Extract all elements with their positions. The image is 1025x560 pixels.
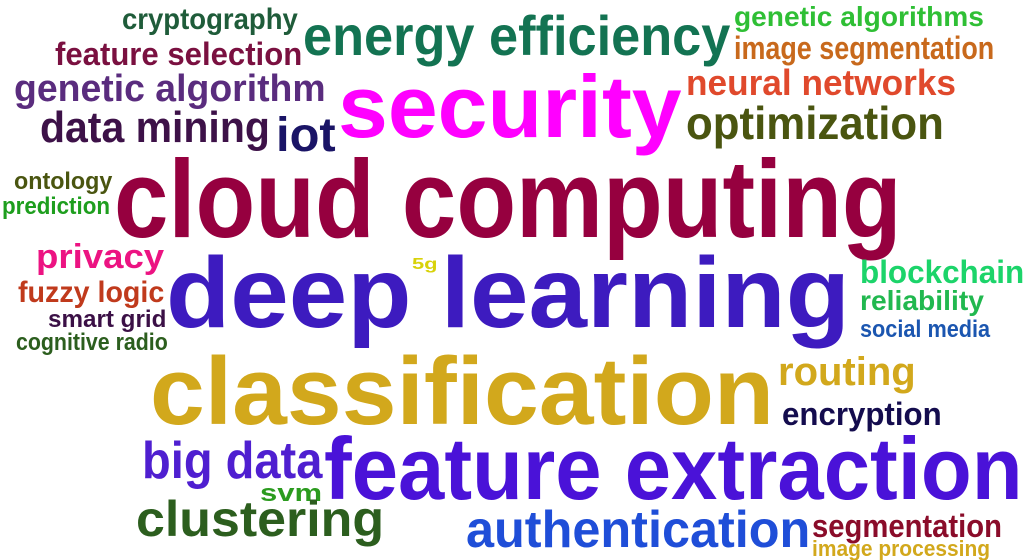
word-svm: svm <box>260 480 323 507</box>
word-prediction: prediction <box>2 193 111 220</box>
word-iot: iot <box>276 109 336 162</box>
word-big-data: big data <box>142 432 323 490</box>
word-encryption: encryption <box>782 396 942 432</box>
word-image-segmentation: image segmentation <box>734 30 995 66</box>
word-ontology: ontology <box>14 168 113 195</box>
word-segmentation: segmentation <box>812 508 1002 544</box>
word-5g: 5g <box>412 256 438 273</box>
word-feature-extraction: feature extraction <box>324 419 1023 518</box>
word-authentication: authentication <box>466 501 811 559</box>
word-routing: routing <box>778 350 916 394</box>
word-cloud-computing: cloud computing <box>114 138 902 261</box>
word-deep-learning: deep learning <box>166 237 850 349</box>
word-energy-efficiency: energy efficiency <box>303 4 731 67</box>
word-blockchain: blockchain <box>860 254 1025 290</box>
word-data-mining: data mining <box>40 103 270 152</box>
word-fuzzy-logic: fuzzy logic <box>18 276 165 309</box>
word-social-media: social media <box>860 316 991 343</box>
word-reliability: reliability <box>860 285 984 316</box>
word-feature-selection: feature selection <box>55 36 303 72</box>
word-optimization: optimization <box>686 97 944 149</box>
word-privacy: privacy <box>36 238 165 276</box>
word-neural-networks: neural networks <box>686 62 957 103</box>
word-cryptography: cryptography <box>122 3 298 36</box>
word-genetic-algorithms: genetic algorithms <box>734 1 984 32</box>
word-genetic-algorithm: genetic algorithm <box>14 68 326 110</box>
word-classification: classification <box>150 338 775 445</box>
word-clustering: clustering <box>136 491 385 547</box>
word-smart-grid: smart grid <box>48 306 167 333</box>
word-security: security <box>338 57 682 156</box>
word-image-processing: image processing <box>812 536 991 560</box>
word-cognitive-radio: cognitive radio <box>16 329 168 356</box>
